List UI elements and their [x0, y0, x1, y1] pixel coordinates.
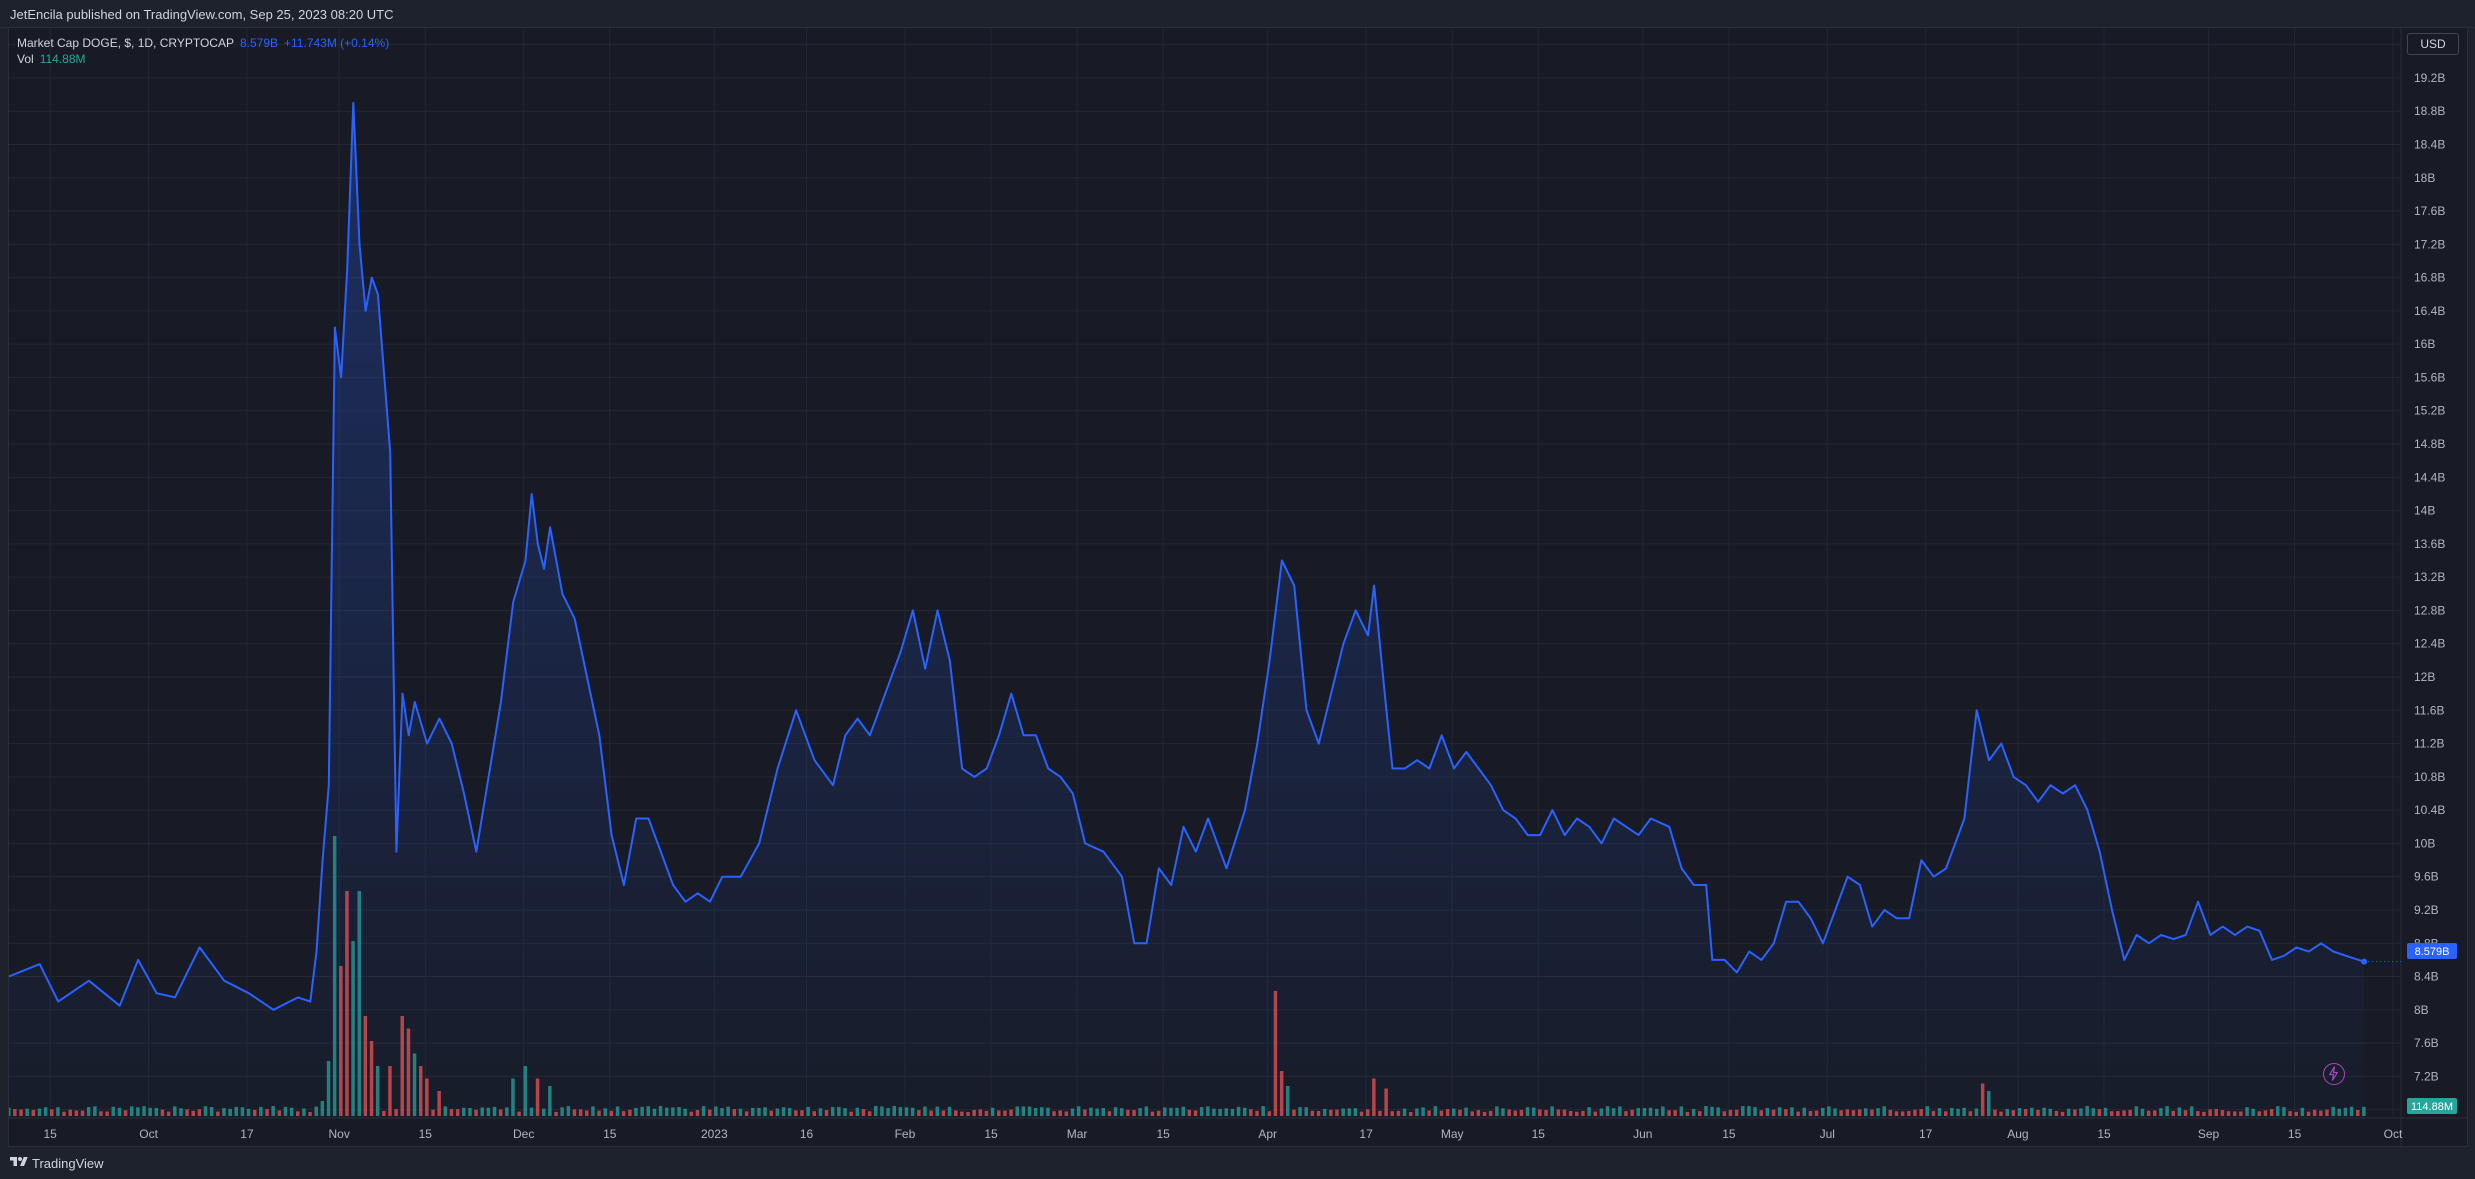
x-tick-label: 17: [1359, 1127, 1373, 1141]
x-tick-label: 17: [240, 1127, 254, 1141]
y-tick-label: 15.6B: [2414, 370, 2445, 384]
price-badge-bg: [2407, 943, 2457, 959]
y-tick-label: 7.6B: [2414, 1036, 2439, 1050]
y-tick-label: 9.2B: [2414, 903, 2439, 917]
y-tick-label: 14.4B: [2414, 470, 2445, 484]
x-tick-label: Dec: [513, 1127, 534, 1141]
x-tick-label: 15: [419, 1127, 433, 1141]
y-tick-label: 15.2B: [2414, 404, 2445, 418]
y-tick-label: 10.8B: [2414, 770, 2445, 784]
x-tick-label: Nov: [329, 1127, 350, 1141]
y-tick-label: 13.2B: [2414, 570, 2445, 584]
x-tick-label: 16: [800, 1127, 814, 1141]
x-tick-label: Feb: [895, 1127, 916, 1141]
y-tick-label: 19.2B: [2414, 71, 2445, 85]
x-tick-label: 15: [603, 1127, 617, 1141]
footer-bar: TradingView: [0, 1147, 2475, 1179]
legend-title[interactable]: Market Cap DOGE, $, 1D, CRYPTOCAP: [17, 36, 234, 50]
x-tick-label: May: [1441, 1127, 1464, 1141]
y-tick-label: 13.6B: [2414, 537, 2445, 551]
y-tick-label: 16.4B: [2414, 304, 2445, 318]
y-tick-label: 17.6B: [2414, 204, 2445, 218]
x-tick-label: 15: [984, 1127, 998, 1141]
y-tick-label: 14B: [2414, 504, 2435, 518]
x-tick-label: 17: [1919, 1127, 1933, 1141]
y-tick-label: 10.4B: [2414, 803, 2445, 817]
y-tick-label: 9.6B: [2414, 870, 2439, 884]
tradingview-brand[interactable]: TradingView: [32, 1156, 104, 1171]
tradingview-logo-icon[interactable]: [10, 1155, 28, 1169]
y-tick-label: 7.2B: [2414, 1069, 2439, 1083]
x-tick-label: 15: [44, 1127, 58, 1141]
y-tick-label: 11.6B: [2414, 703, 2444, 717]
price-line: [9, 101, 2401, 1011]
y-tick-label: 12B: [2414, 670, 2435, 684]
y-tick-label: 10B: [2414, 836, 2435, 850]
y-tick-label: 11.2B: [2414, 737, 2444, 751]
legend-volume-label[interactable]: Vol: [17, 52, 34, 66]
y-tick-label: 18B: [2414, 171, 2435, 185]
price-area-fill: [9, 102, 2365, 1118]
y-tick-label: 16.8B: [2414, 271, 2445, 285]
legend-last-value: 8.579B: [239, 36, 279, 50]
y-tick-label: 16B: [2414, 337, 2435, 351]
price-area: [9, 102, 2365, 1118]
legend-volume-value: 114.88M: [39, 52, 86, 66]
volume-badge-bg: [2407, 1098, 2457, 1114]
x-tick-label: Oct: [2384, 1127, 2403, 1141]
x-tick-label: Oct: [139, 1127, 158, 1141]
y-tick-label: 17.2B: [2414, 237, 2445, 251]
x-tick-label: Jun: [1633, 1127, 1652, 1141]
x-axis[interactable]: 15 Oct 17 Nov 15 Dec 15 2023 16 Feb 15 Mar 15 Apr 17 Ma…: [44, 1127, 2403, 1141]
axis-badges: 8.579B 114.88M: [2407, 943, 2457, 1114]
x-tick-label: Mar: [1067, 1127, 1088, 1141]
lightning-alert-icon[interactable]: [2323, 1063, 2345, 1085]
x-tick-label: 15: [2288, 1127, 2302, 1141]
x-tick-label: 15: [1722, 1127, 1736, 1141]
y-tick-label: 12.4B: [2414, 637, 2445, 651]
chart-legend[interactable]: Market Cap DOGE, $, 1D, CRYPTOCAP 8.579B +…: [17, 35, 389, 67]
y-tick-label: 14.8B: [2414, 437, 2445, 451]
y-tick-label: 18.8B: [2414, 104, 2445, 118]
x-tick-label: 2023: [701, 1127, 728, 1141]
legend-change: +11.743M (+0.14%): [284, 36, 390, 50]
x-tick-label: Sep: [2198, 1127, 2220, 1141]
y-tick-label: 12.8B: [2414, 603, 2445, 617]
x-tick-label: Apr: [1258, 1127, 1277, 1141]
y-tick-label: 8.4B: [2414, 970, 2439, 984]
y-tick-label: 8B: [2414, 1003, 2429, 1017]
x-tick-label: 15: [1532, 1127, 1546, 1141]
published-by-text: JetEncila published on TradingView.com, …: [10, 7, 394, 22]
publish-bar: JetEncila published on TradingView.com, …: [0, 0, 2475, 28]
price-badge: 8.579B: [2415, 946, 2450, 958]
x-tick-label: 15: [1157, 1127, 1171, 1141]
x-tick-label: Jul: [1820, 1127, 1835, 1141]
x-tick-label: 15: [2097, 1127, 2111, 1141]
y-tick-label: 18.4B: [2414, 137, 2445, 151]
x-tick-label: Aug: [2007, 1127, 2028, 1141]
last-price-dot: [2361, 958, 2368, 965]
price-series-line: [9, 101, 2365, 1011]
volume-badge: 114.88M: [2411, 1101, 2453, 1113]
currency-button[interactable]: USD: [2407, 33, 2459, 55]
chart-pane[interactable]: 19.6B19.2B18.8B18.4B18B17.6B17.2B16.8B16…: [8, 27, 2468, 1147]
chart-canvas[interactable]: 19.6B19.2B18.8B18.4B18B17.6B17.2B16.8B16…: [9, 28, 2468, 1147]
